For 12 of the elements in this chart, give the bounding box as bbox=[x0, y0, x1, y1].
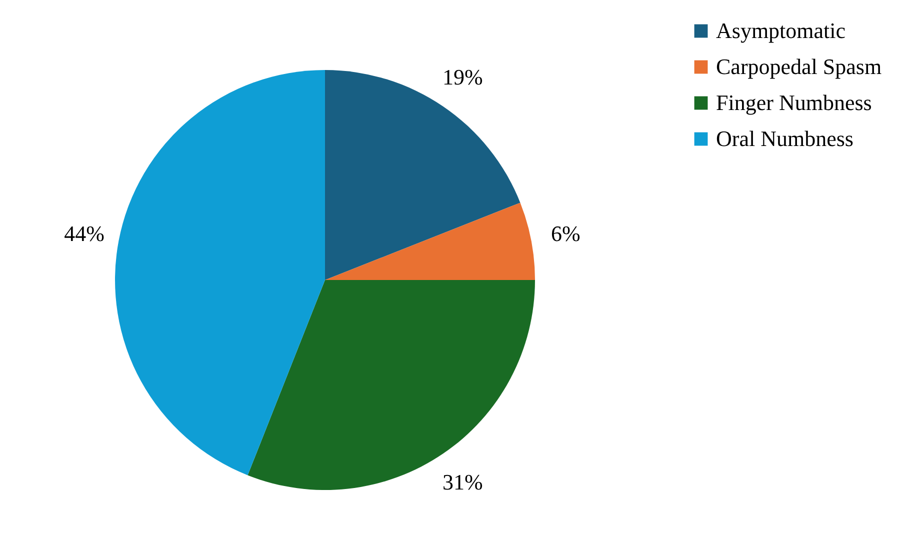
data-label: 19% bbox=[442, 64, 483, 90]
data-label: 6% bbox=[550, 221, 580, 246]
legend-label: Asymptomatic bbox=[716, 18, 846, 43]
legend-label: Finger Numbness bbox=[716, 90, 872, 115]
data-label: 44% bbox=[64, 221, 105, 246]
pie-slice bbox=[115, 70, 325, 476]
pie-slice bbox=[325, 202, 535, 280]
legend-label: Carpopedal Spasm bbox=[716, 54, 882, 79]
pie-slice bbox=[325, 70, 520, 280]
data-label: 31% bbox=[442, 470, 483, 495]
pie-slice bbox=[248, 280, 535, 490]
legend-label: Oral Numbness bbox=[716, 126, 854, 151]
